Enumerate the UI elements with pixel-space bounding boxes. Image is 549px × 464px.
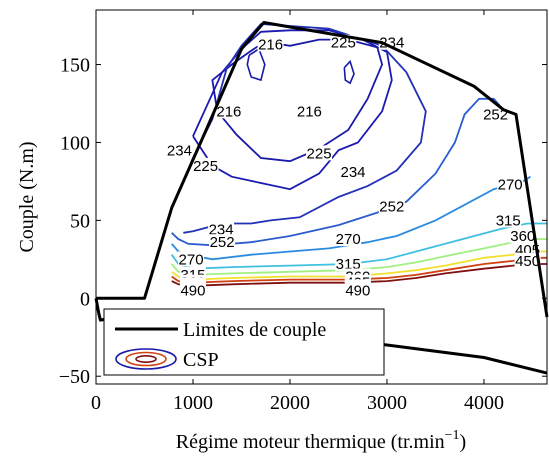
contour-label-252: 252 xyxy=(210,234,235,251)
x-tick-label: 1000 xyxy=(173,392,213,414)
contour-label-270: 270 xyxy=(336,231,361,248)
x-tick-label: 0 xyxy=(91,392,101,414)
contour-label-270: 270 xyxy=(179,251,204,268)
contour-ring-1 xyxy=(343,59,355,85)
contour-label-bg xyxy=(514,252,541,268)
contour-line-225 xyxy=(192,29,393,191)
contour-label-bg xyxy=(296,103,323,119)
contour-label-bg xyxy=(378,198,405,214)
contour-label-216: 216 xyxy=(297,103,322,120)
contour-label-bg xyxy=(344,282,371,298)
legend-label-torque-limits: Limites de couple xyxy=(183,319,326,341)
contour-label-450: 450 xyxy=(515,253,540,270)
contour-label-252: 252 xyxy=(483,106,508,123)
contour-label-225: 225 xyxy=(193,158,218,175)
contour-label-bg xyxy=(497,176,524,192)
contour-label-225: 225 xyxy=(307,145,332,162)
x-axis-title-superscript: −1 xyxy=(445,428,460,443)
contour-label-bg xyxy=(378,34,405,50)
y-axis: −50 0 50 100 150 xyxy=(59,55,547,388)
contour-label-bg xyxy=(495,212,522,228)
contour-label-bg xyxy=(509,227,536,243)
contour-label-bg xyxy=(208,221,235,237)
contour-label-234: 234 xyxy=(341,164,366,181)
contour-label-bg xyxy=(306,145,333,161)
contour-label-bg xyxy=(335,231,362,247)
contour-label-234: 234 xyxy=(379,35,404,52)
legend-label-csp: CSP xyxy=(183,349,219,371)
legend-box xyxy=(103,308,385,376)
y-axis-title: Couple (N.m) xyxy=(16,141,38,252)
contour-label-216: 216 xyxy=(216,103,241,120)
contour-label-bg xyxy=(215,103,242,119)
x-axis: 0 1000 2000 3000 4000 xyxy=(91,10,504,414)
contour-label-216: 216 xyxy=(258,36,283,53)
contour-label-bg xyxy=(340,164,367,180)
contour-label-bg xyxy=(166,142,193,158)
y-tick-label: −50 xyxy=(59,366,90,388)
contour-label-bg xyxy=(178,251,205,267)
contour-label-252: 252 xyxy=(379,198,404,215)
contour-label-270: 270 xyxy=(498,177,523,194)
contour-line-252 xyxy=(171,97,505,247)
contour-label-225: 225 xyxy=(331,35,356,52)
plot-frame xyxy=(95,9,548,385)
contour-label-360: 360 xyxy=(510,228,535,245)
contour-label-bg xyxy=(179,282,206,298)
contour-label-bg xyxy=(209,234,236,250)
contour-label-bg xyxy=(192,157,219,173)
contour-label-234: 234 xyxy=(167,142,192,159)
y-tick-label: 50 xyxy=(70,210,90,232)
x-tick-label: 2000 xyxy=(270,392,310,414)
contour-label-315: 315 xyxy=(496,212,521,229)
torque-limit-max-line xyxy=(96,21,549,318)
contour-label-bg xyxy=(257,36,284,52)
y-tick-label: 150 xyxy=(60,55,90,77)
legend: Limites de couple CSP xyxy=(103,308,385,376)
x-axis-title: Régime moteur thermique (tr.min−1) xyxy=(176,428,466,453)
contour-label-490: 490 xyxy=(180,283,205,300)
x-tick-label: 4000 xyxy=(464,392,504,414)
legend-swatch-csp xyxy=(115,348,177,370)
y-tick-label: 100 xyxy=(60,132,90,154)
y-tick-label: 0 xyxy=(80,288,90,310)
contour-label-bg xyxy=(335,256,362,272)
x-tick-label: 3000 xyxy=(367,392,407,414)
contour-label-490: 490 xyxy=(345,283,370,300)
